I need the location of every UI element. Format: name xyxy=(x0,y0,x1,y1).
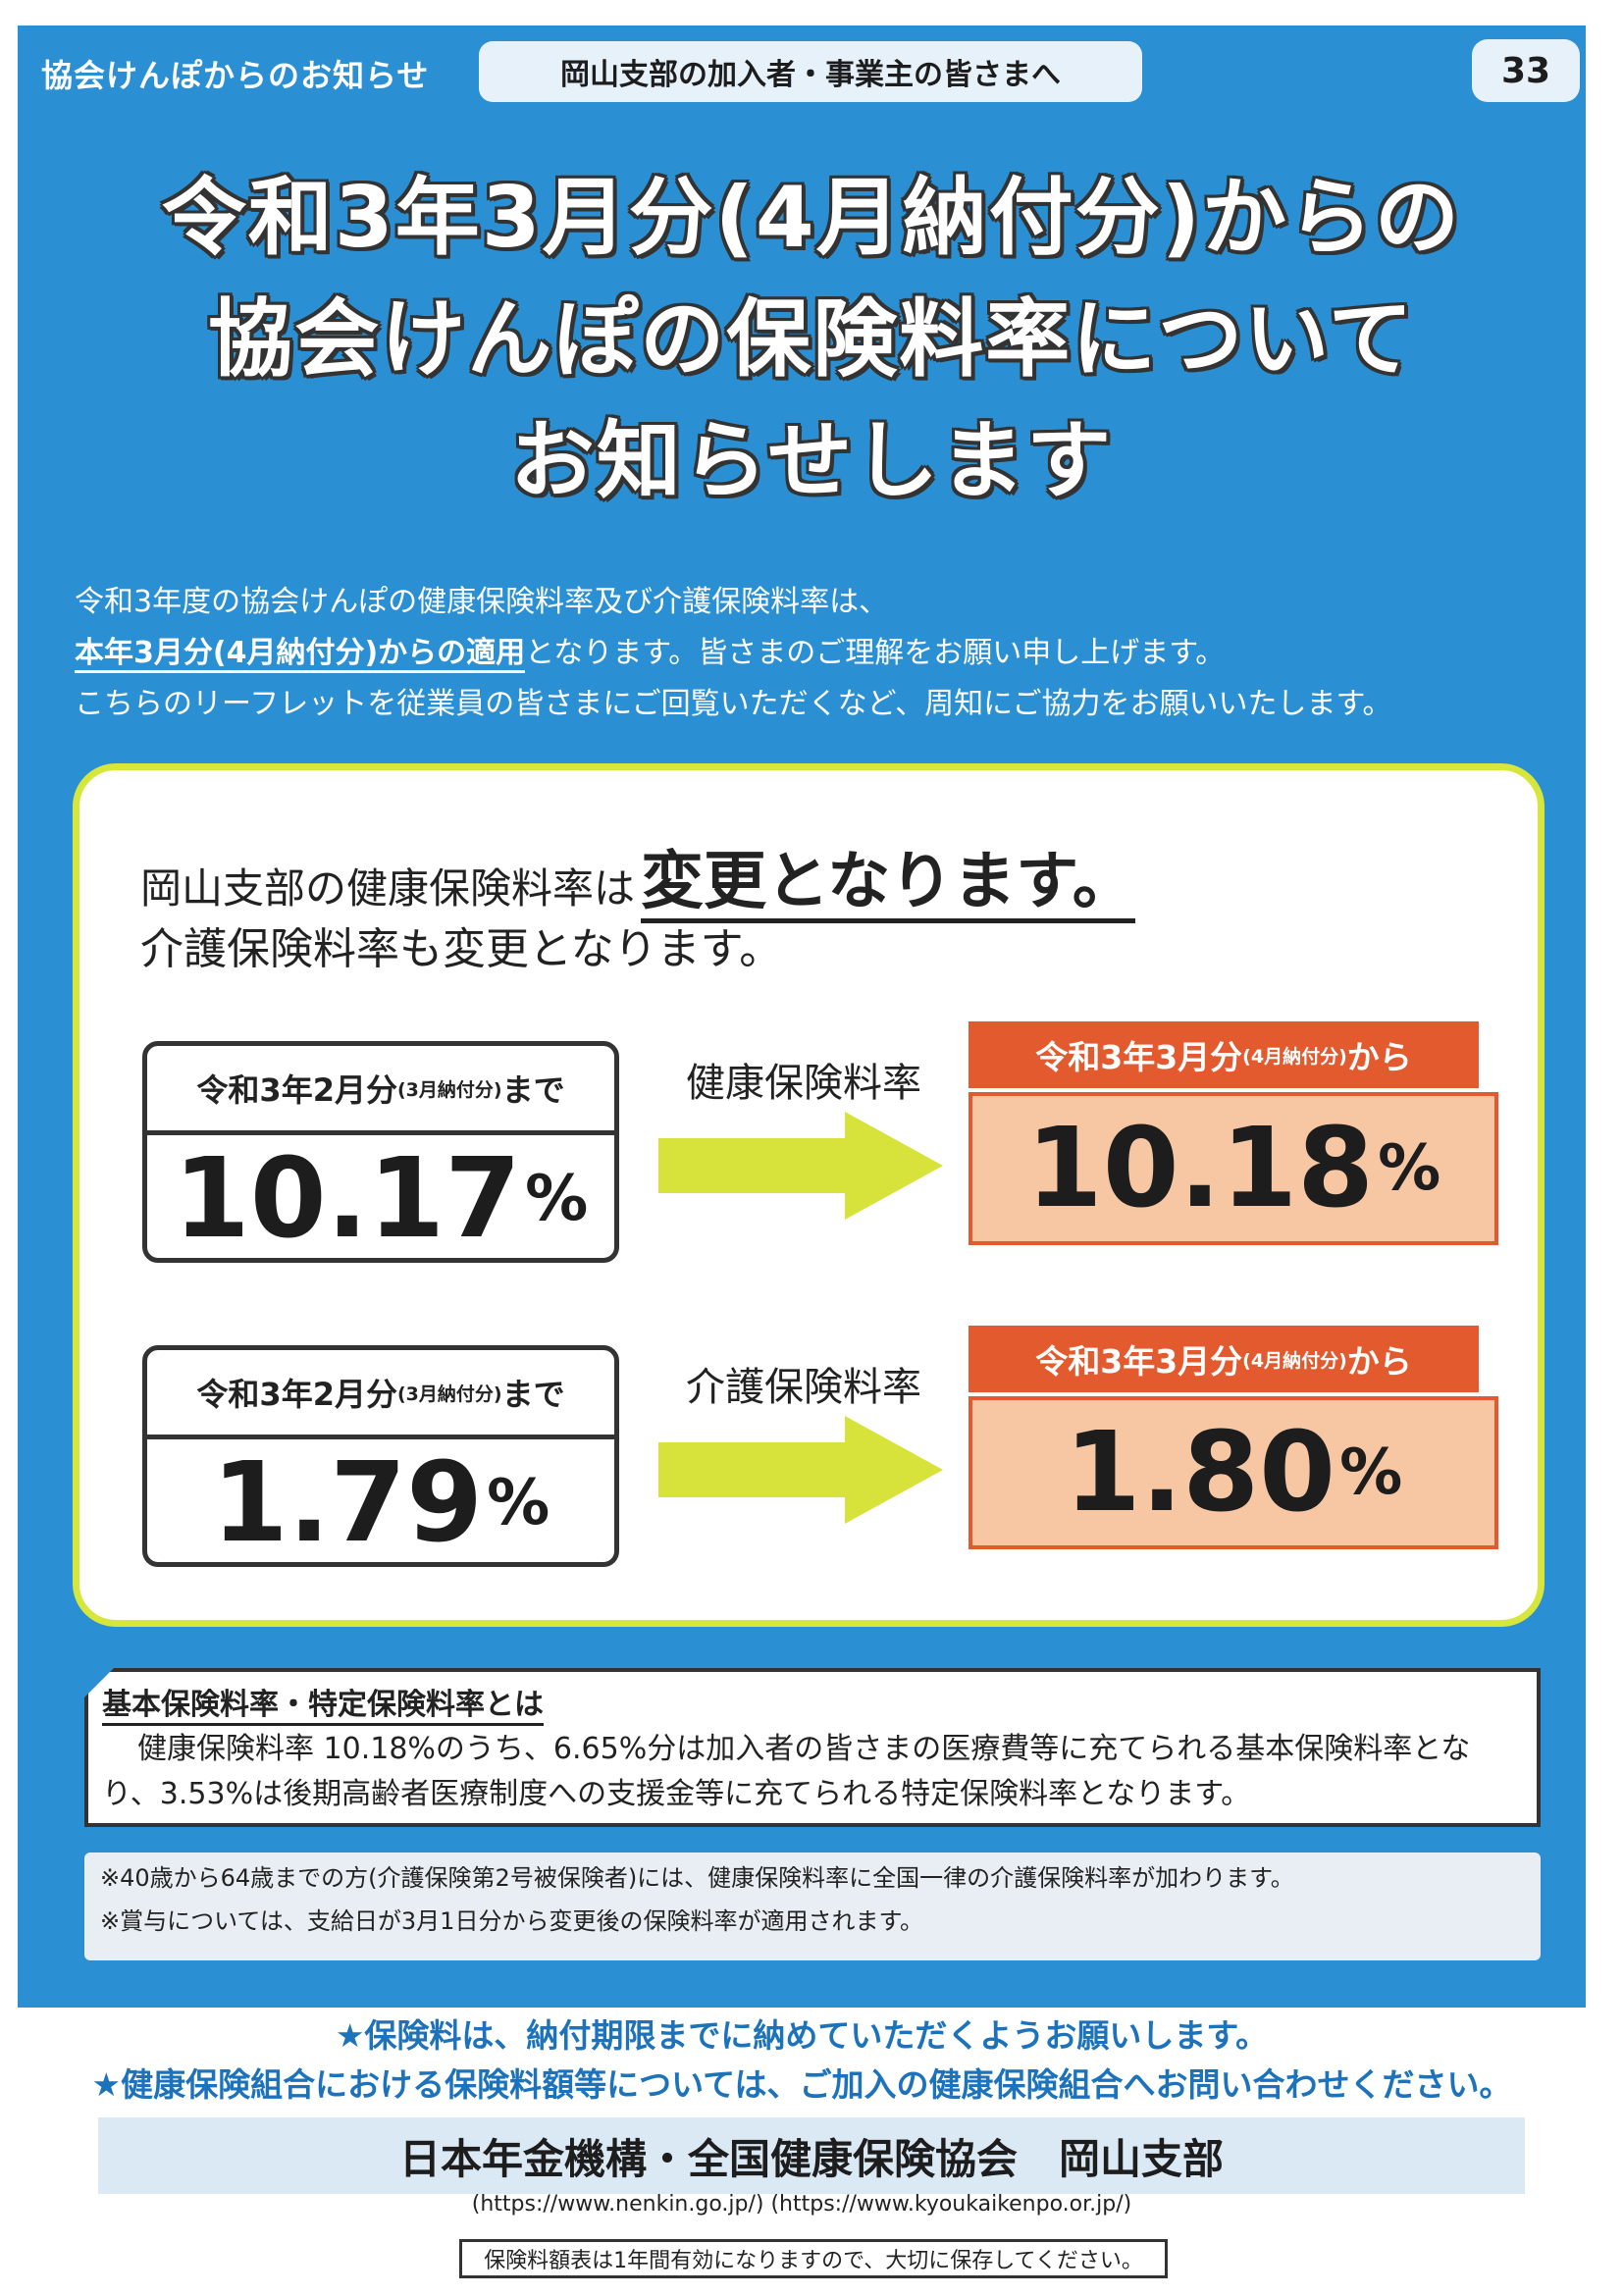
new-rate-value: 10.18% xyxy=(972,1096,1494,1241)
explanation-title: 基本保険料率・特定保険料率とは xyxy=(102,1680,544,1726)
old-heading-tail: まで xyxy=(501,1071,565,1109)
intro-line-1: 令和3年度の協会けんぽの健康保険料率及び介護保険料率は、 xyxy=(75,585,889,619)
website-urls: (https://www.nenkin.go.jp/) (https://www… xyxy=(471,2192,1132,2217)
old-rate-heading: 令和3年2月分 (3月納付分) まで xyxy=(147,1350,614,1439)
old-heading-small: (3月納付分) xyxy=(396,1383,502,1405)
rate-type-label: 介護保険料率 xyxy=(686,1365,921,1410)
new-heading-tail: から xyxy=(1346,1038,1412,1076)
old-heading-small: (3月納付分) xyxy=(396,1078,502,1101)
old-heading-tail: まで xyxy=(501,1376,565,1413)
corner-fold xyxy=(84,1668,114,1697)
star-message: ★保険料は、納付期限までに納めていただくようお願いします。 xyxy=(335,2016,1269,2055)
footer-note: 保険料額表は1年間有効になりますので、大切に保存してください。 xyxy=(459,2239,1168,2278)
page-title: 令和3年3月分(4月納付分)からの 協会けんぽの保険料率について お知らせします xyxy=(39,157,1584,522)
old-rate-number: 1.79 xyxy=(211,1439,484,1567)
right-arrow-icon xyxy=(658,1112,943,1220)
new-heading-small: (4月納付分) xyxy=(1242,1045,1347,1068)
intro-text: 令和3年度の協会けんぽの健康保険料率及び介護保険料率は、 本年3月分(4月納付分… xyxy=(75,577,1586,730)
request-messages: ★保険料は、納付期限までに納めていただくようお願いします。 ★健康保険組合におけ… xyxy=(18,2011,1586,2110)
old-rate-box: 令和3年2月分 (3月納付分) まで 1.79% xyxy=(142,1345,619,1567)
page-number: 33 xyxy=(1472,39,1580,102)
rate-type-label: 健康保険料率 xyxy=(686,1061,921,1106)
new-heading-small: (4月納付分) xyxy=(1242,1349,1347,1372)
note-item: ※40歳から64歳までの方(介護保険第2号被保険者)には、健康保険料率に全国一律… xyxy=(100,1864,1294,1892)
header-label: 協会けんぽからのお知らせ xyxy=(41,57,430,94)
right-arrow-icon xyxy=(658,1416,943,1524)
health-change-prefix: 岡山支部の健康保険料率は xyxy=(140,864,636,913)
intro-line-3: こちらのリーフレットを従業員の皆さまにご回覧いただくなど、周知にご協力をお願いい… xyxy=(75,687,1392,721)
percent-unit: % xyxy=(1378,1132,1441,1205)
title-line-1: 令和3年3月分(4月納付分)からの xyxy=(161,169,1462,267)
intro-line-2: 本年3月分(4月納付分)からの適用となります。皆さまのご理解をお願い申し上げます… xyxy=(75,628,1586,679)
star-message: ★健康保険組合における保険料額等については、ご加入の健康保険組合へお問い合わせく… xyxy=(91,2065,1512,2104)
organization-name: 日本年金機構・全国健康保険協会 岡山支部 xyxy=(98,2117,1525,2194)
old-rate-heading: 令和3年2月分 (3月納付分) まで xyxy=(147,1046,614,1135)
health-change-emphasis: 変更となります。 xyxy=(641,846,1135,923)
percent-unit: % xyxy=(525,1163,589,1235)
health-change-statement: 岡山支部の健康保険料率は変更となります。 xyxy=(140,831,1135,923)
old-heading-main: 令和3年2月分 xyxy=(196,1071,397,1109)
new-rate-heading: 令和3年3月分 (4月納付分) から xyxy=(969,1021,1479,1088)
percent-unit: % xyxy=(1339,1436,1403,1509)
new-rate-value: 1.80% xyxy=(972,1400,1494,1545)
old-rate-number: 10.17 xyxy=(173,1135,522,1263)
percent-unit: % xyxy=(487,1467,550,1539)
new-rate-box: 10.18% xyxy=(969,1092,1498,1245)
basic-rate-explanation: 基本保険料率・特定保険料率とは 健康保険料率 10.18%のうち、6.65%分は… xyxy=(84,1668,1541,1827)
title-line-2: 協会けんぽの保険料率について xyxy=(208,290,1415,389)
old-rate-value: 10.17% xyxy=(147,1135,614,1263)
intro-strong: 本年3月分(4月納付分)からの適用 xyxy=(75,636,526,673)
title-line-3: お知らせします xyxy=(509,412,1114,510)
intro-line-2-rest: となります。皆さまのご理解をお願い申し上げます。 xyxy=(525,636,1226,670)
new-heading-main: 令和3年3月分 xyxy=(1035,1038,1243,1076)
care-change-statement: 介護保険料率も変更となります。 xyxy=(140,924,783,974)
old-rate-box: 令和3年2月分 (3月納付分) まで 10.17% xyxy=(142,1041,619,1263)
new-rate-box: 1.80% xyxy=(969,1396,1498,1549)
note-item: ※賞与については、支給日が3月1日分から変更後の保険料率が適用されます。 xyxy=(100,1907,924,1935)
new-rate-heading: 令和3年3月分 (4月納付分) から xyxy=(969,1326,1479,1392)
rate-change-card: 岡山支部の健康保険料率は変更となります。 介護保険料率も変更となります。 令和3… xyxy=(73,763,1544,1627)
new-rate-number: 1.80 xyxy=(1064,1409,1336,1537)
new-heading-main: 令和3年3月分 xyxy=(1035,1342,1243,1381)
audience-pill: 岡山支部の加入者・事業主の皆さまへ xyxy=(479,41,1142,102)
old-heading-main: 令和3年2月分 xyxy=(196,1376,397,1413)
notes-box: ※40歳から64歳までの方(介護保険第2号被保険者)には、健康保険料率に全国一律… xyxy=(84,1852,1541,1960)
old-rate-value: 1.79% xyxy=(147,1439,614,1567)
new-heading-tail: から xyxy=(1346,1342,1412,1381)
new-rate-number: 10.18 xyxy=(1025,1105,1375,1232)
explanation-body: 健康保険料率 10.18%のうち、6.65%分は加入者の皆さまの医療費等に充てら… xyxy=(102,1732,1471,1811)
